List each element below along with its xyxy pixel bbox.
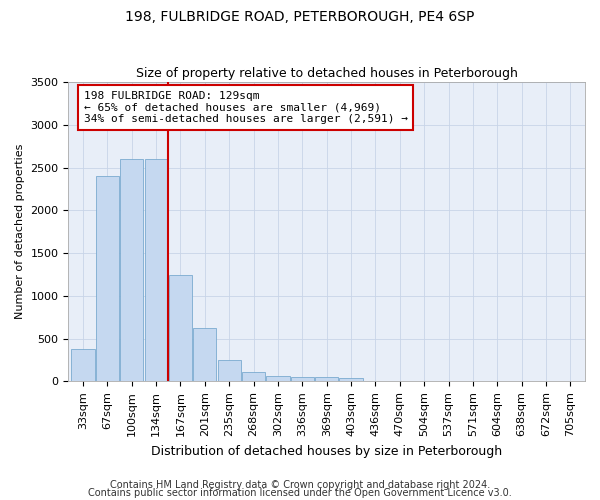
- Text: 198, FULBRIDGE ROAD, PETERBOROUGH, PE4 6SP: 198, FULBRIDGE ROAD, PETERBOROUGH, PE4 6…: [125, 10, 475, 24]
- Title: Size of property relative to detached houses in Peterborough: Size of property relative to detached ho…: [136, 66, 518, 80]
- Bar: [169, 274, 192, 382]
- Bar: [120, 159, 143, 382]
- Y-axis label: Number of detached properties: Number of detached properties: [15, 144, 25, 320]
- Bar: [218, 360, 241, 382]
- Bar: [96, 176, 119, 382]
- Bar: [242, 372, 265, 382]
- Text: 198 FULBRIDGE ROAD: 129sqm
← 65% of detached houses are smaller (4,969)
34% of s: 198 FULBRIDGE ROAD: 129sqm ← 65% of deta…: [84, 91, 408, 124]
- Bar: [193, 328, 217, 382]
- Bar: [145, 159, 168, 382]
- Bar: [291, 376, 314, 382]
- Bar: [266, 376, 290, 382]
- Bar: [340, 378, 362, 382]
- Bar: [71, 349, 95, 382]
- X-axis label: Distribution of detached houses by size in Peterborough: Distribution of detached houses by size …: [151, 444, 502, 458]
- Text: Contains HM Land Registry data © Crown copyright and database right 2024.: Contains HM Land Registry data © Crown c…: [110, 480, 490, 490]
- Text: Contains public sector information licensed under the Open Government Licence v3: Contains public sector information licen…: [88, 488, 512, 498]
- Bar: [315, 377, 338, 382]
